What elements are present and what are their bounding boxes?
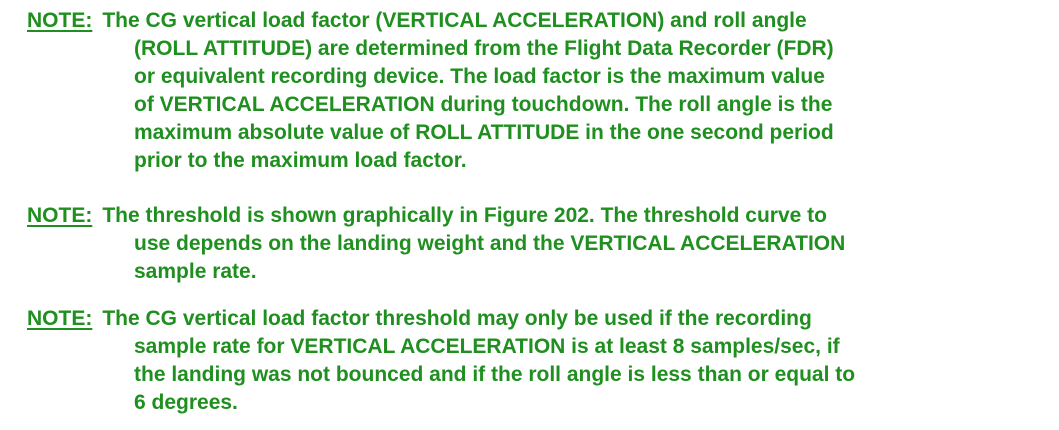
- note-text: (ROLL ATTITUDE) are determined from the …: [134, 37, 834, 60]
- note-label: NOTE:: [27, 307, 93, 330]
- note-text: use depends on the landing weight and th…: [134, 232, 846, 255]
- note-text: or equivalent recording device. The load…: [134, 65, 825, 88]
- note-text: The threshold is shown graphically in Fi…: [102, 204, 827, 227]
- note-text: 6 degrees.: [134, 391, 238, 414]
- note-text: The CG vertical load factor (VERTICAL AC…: [102, 9, 807, 32]
- note-3-line-1: NOTE: The CG vertical load factor thresho…: [27, 305, 1037, 333]
- note-2-line-1: NOTE: The threshold is shown graphically …: [27, 202, 1037, 230]
- note-text: prior to the maximum load factor.: [134, 149, 467, 172]
- note-text: maximum absolute value of ROLL ATTITUDE …: [134, 121, 834, 144]
- note-2: NOTE: The threshold is shown graphically …: [27, 202, 1037, 286]
- note-text: sample rate for VERTICAL ACCELERATION is…: [134, 335, 840, 358]
- note-text: the landing was not bounced and if the r…: [134, 363, 856, 386]
- note-text: sample rate.: [134, 260, 257, 283]
- note-text: of VERTICAL ACCELERATION during touchdow…: [134, 93, 833, 116]
- note-text: The CG vertical load factor threshold ma…: [102, 307, 812, 330]
- note-label: NOTE:: [27, 204, 93, 227]
- note-1-line-1: NOTE: The CG vertical load factor (VERTIC…: [27, 7, 1037, 35]
- note-3: NOTE: The CG vertical load factor thresho…: [27, 305, 1037, 417]
- note-label: NOTE:: [27, 9, 93, 32]
- note-1: NOTE: The CG vertical load factor (VERTIC…: [27, 7, 1037, 175]
